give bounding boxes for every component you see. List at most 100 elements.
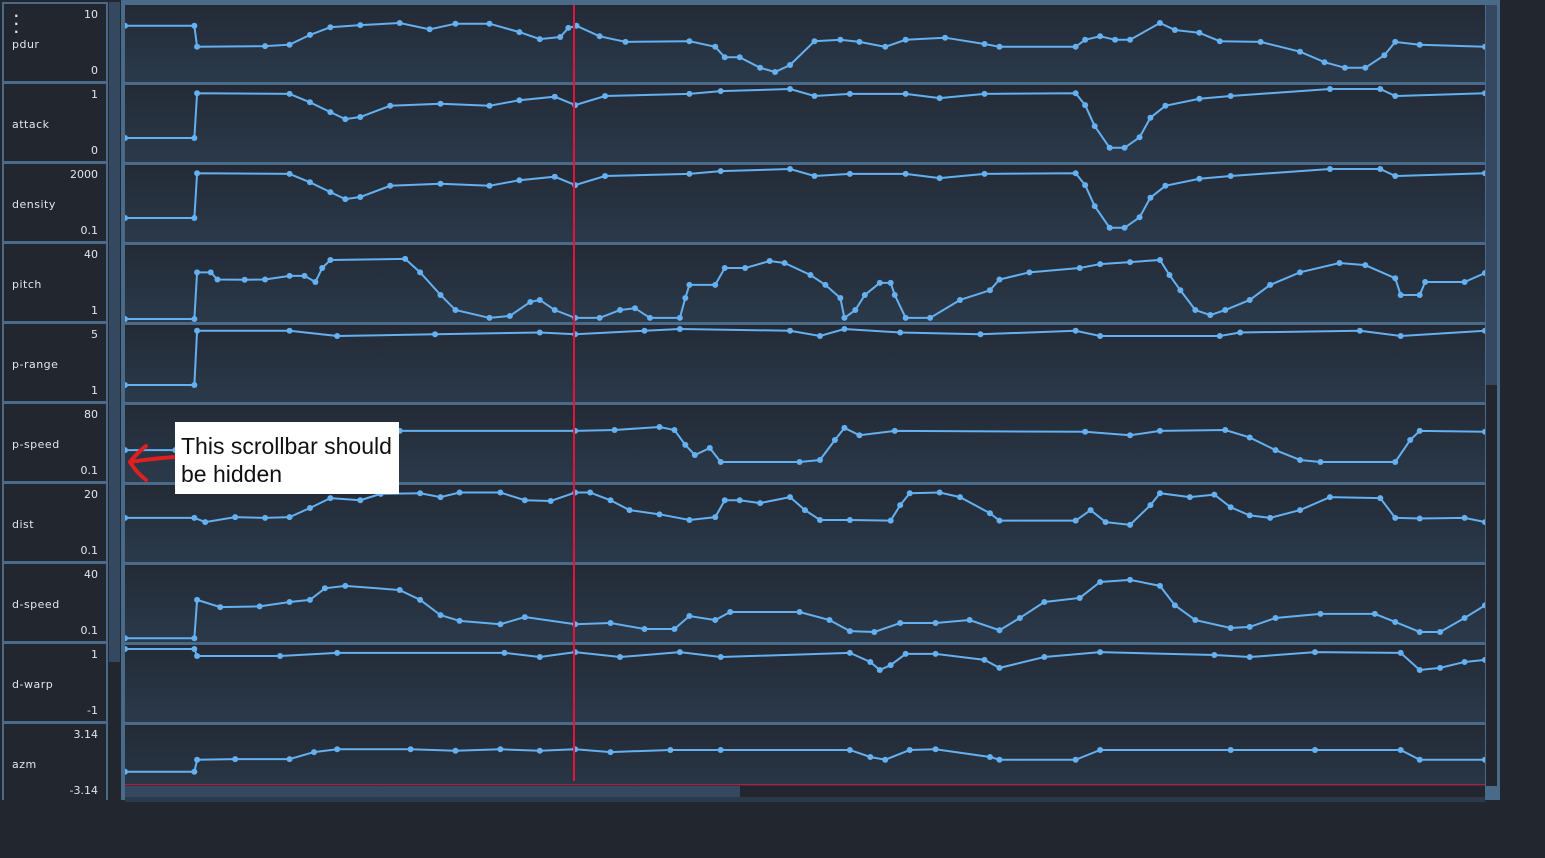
- breakpoint[interactable]: [1227, 504, 1234, 511]
- breakpoint[interactable]: [256, 603, 263, 610]
- breakpoint[interactable]: [1297, 507, 1304, 514]
- breakpoint[interactable]: [452, 20, 459, 27]
- breakpoint[interactable]: [1317, 610, 1324, 617]
- breakpoint[interactable]: [306, 31, 313, 38]
- breakpoint[interactable]: [1127, 432, 1134, 439]
- breakpoint[interactable]: [996, 43, 1003, 50]
- breakpoint[interactable]: [1341, 64, 1348, 71]
- breakpoint[interactable]: [712, 43, 719, 50]
- breakpoint[interactable]: [125, 382, 128, 388]
- automation-lane-pdur[interactable]: [125, 5, 1485, 82]
- breakpoint[interactable]: [787, 494, 794, 501]
- breakpoint[interactable]: [1091, 123, 1098, 130]
- breakpoint[interactable]: [232, 514, 239, 521]
- breakpoint[interactable]: [1461, 614, 1468, 621]
- breakpoint[interactable]: [891, 427, 898, 434]
- breakpoint[interactable]: [217, 604, 224, 611]
- breakpoint[interactable]: [357, 114, 364, 120]
- breakpoint[interactable]: [262, 276, 269, 283]
- breakpoint[interactable]: [1377, 495, 1384, 502]
- breakpoint[interactable]: [1102, 519, 1109, 526]
- breakpoint[interactable]: [334, 333, 341, 339]
- breakpoint[interactable]: [717, 746, 724, 753]
- breakpoint[interactable]: [822, 281, 829, 288]
- breakpoint[interactable]: [686, 38, 693, 45]
- breakpoint[interactable]: [986, 510, 993, 517]
- breakpoint[interactable]: [327, 256, 334, 263]
- breakpoint[interactable]: [596, 314, 603, 321]
- breakpoint[interactable]: [721, 54, 728, 61]
- breakpoint[interactable]: [1392, 514, 1399, 521]
- breakpoint[interactable]: [1416, 667, 1423, 673]
- playhead[interactable]: [572, 5, 575, 781]
- breakpoint[interactable]: [1416, 628, 1423, 635]
- breakpoint[interactable]: [656, 423, 663, 430]
- breakpoint[interactable]: [194, 269, 201, 276]
- breakpoint[interactable]: [1127, 576, 1134, 583]
- breakpoint[interactable]: [1136, 214, 1143, 221]
- breakpoint[interactable]: [787, 166, 794, 172]
- breakpoint[interactable]: [826, 617, 833, 624]
- breakpoint[interactable]: [1162, 102, 1169, 109]
- breakpoint[interactable]: [1177, 287, 1184, 294]
- breakpoint[interactable]: [286, 90, 293, 97]
- breakpoint[interactable]: [1362, 64, 1369, 71]
- breakpoint[interactable]: [262, 43, 269, 50]
- breakpoint[interactable]: [1121, 224, 1128, 231]
- breakpoint[interactable]: [1326, 166, 1333, 172]
- breakpoint[interactable]: [1121, 144, 1128, 151]
- breakpoint[interactable]: [1097, 333, 1104, 339]
- breakpoint[interactable]: [981, 656, 988, 663]
- breakpoint[interactable]: [387, 182, 394, 189]
- breakpoint[interactable]: [1482, 519, 1485, 526]
- breakpoint[interactable]: [357, 194, 364, 201]
- breakpoint[interactable]: [717, 168, 724, 175]
- breakpoint[interactable]: [536, 296, 543, 303]
- breakpoint[interactable]: [432, 331, 439, 338]
- breakpoint[interactable]: [1326, 494, 1333, 501]
- breakpoint[interactable]: [1156, 582, 1163, 589]
- breakpoint[interactable]: [306, 504, 313, 511]
- breakpoint[interactable]: [841, 424, 848, 431]
- breakpoint[interactable]: [437, 291, 444, 298]
- breakpoint[interactable]: [1186, 494, 1193, 501]
- breakpoint[interactable]: [191, 768, 198, 775]
- lanes-area[interactable]: [125, 5, 1485, 802]
- breakpoint[interactable]: [1321, 59, 1328, 66]
- breakpoint[interactable]: [712, 617, 719, 624]
- breakpoint[interactable]: [846, 90, 853, 97]
- breakpoint[interactable]: [1326, 86, 1333, 92]
- breakpoint[interactable]: [1207, 312, 1214, 319]
- breakpoint[interactable]: [1392, 93, 1399, 99]
- breakpoint[interactable]: [1482, 170, 1485, 177]
- breakpoint[interactable]: [887, 279, 894, 286]
- breakpoint[interactable]: [996, 756, 1003, 763]
- breakpoint[interactable]: [125, 316, 128, 322]
- breakpoint[interactable]: [551, 173, 558, 180]
- breakpoint[interactable]: [757, 64, 764, 71]
- breakpoint[interactable]: [686, 516, 693, 523]
- breakpoint[interactable]: [1127, 521, 1134, 528]
- breakpoint[interactable]: [1371, 610, 1378, 617]
- automation-lane-pitch[interactable]: [125, 245, 1485, 322]
- breakpoint[interactable]: [1297, 456, 1304, 463]
- breakpoint[interactable]: [1392, 275, 1399, 282]
- breakpoint[interactable]: [1196, 95, 1203, 102]
- breakpoint[interactable]: [772, 69, 779, 75]
- breakpoint[interactable]: [626, 507, 633, 514]
- breakpoint[interactable]: [1171, 602, 1178, 609]
- breakpoint[interactable]: [1482, 327, 1485, 334]
- breakpoint[interactable]: [1397, 746, 1404, 753]
- breakpoint[interactable]: [286, 272, 293, 279]
- breakpoint[interactable]: [996, 517, 1003, 524]
- breakpoint[interactable]: [1297, 48, 1304, 55]
- breakpoint[interactable]: [191, 135, 198, 141]
- horizontal-scrollbar-thumb[interactable]: [125, 786, 740, 797]
- breakpoint[interactable]: [1227, 624, 1234, 631]
- breakpoint[interactable]: [1211, 491, 1218, 498]
- breakpoint[interactable]: [1147, 502, 1154, 509]
- automation-lane-p-speed[interactable]: [125, 405, 1485, 482]
- breakpoint[interactable]: [727, 608, 734, 615]
- breakpoint[interactable]: [342, 116, 349, 123]
- breakpoint[interactable]: [1381, 52, 1388, 59]
